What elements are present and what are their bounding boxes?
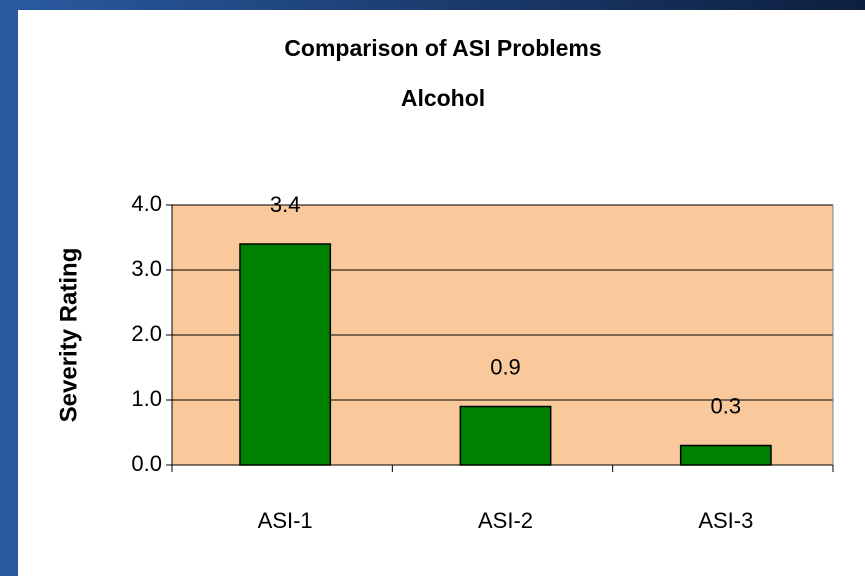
data-label: 0.3 — [711, 393, 742, 418]
data-label: 0.9 — [490, 354, 521, 379]
y-tick-label: 0.0 — [131, 451, 162, 476]
y-axis-label: Severity Rating — [55, 248, 82, 423]
chart-title: Comparison of ASI Problems — [284, 35, 601, 61]
bar — [679, 444, 772, 466]
bar — [459, 405, 552, 466]
x-tick-label: ASI-1 — [258, 508, 313, 533]
y-tick-label: 4.0 — [131, 191, 162, 216]
chart-subtitle: Alcohol — [401, 85, 485, 111]
x-tick-label: ASI-2 — [478, 508, 533, 533]
x-tick-label: ASI-3 — [698, 508, 753, 533]
data-label: 3.4 — [270, 192, 301, 217]
bar — [239, 243, 332, 466]
y-tick-label: 1.0 — [131, 386, 162, 411]
y-tick-label: 3.0 — [131, 256, 162, 281]
y-tick-label: 2.0 — [131, 321, 162, 346]
